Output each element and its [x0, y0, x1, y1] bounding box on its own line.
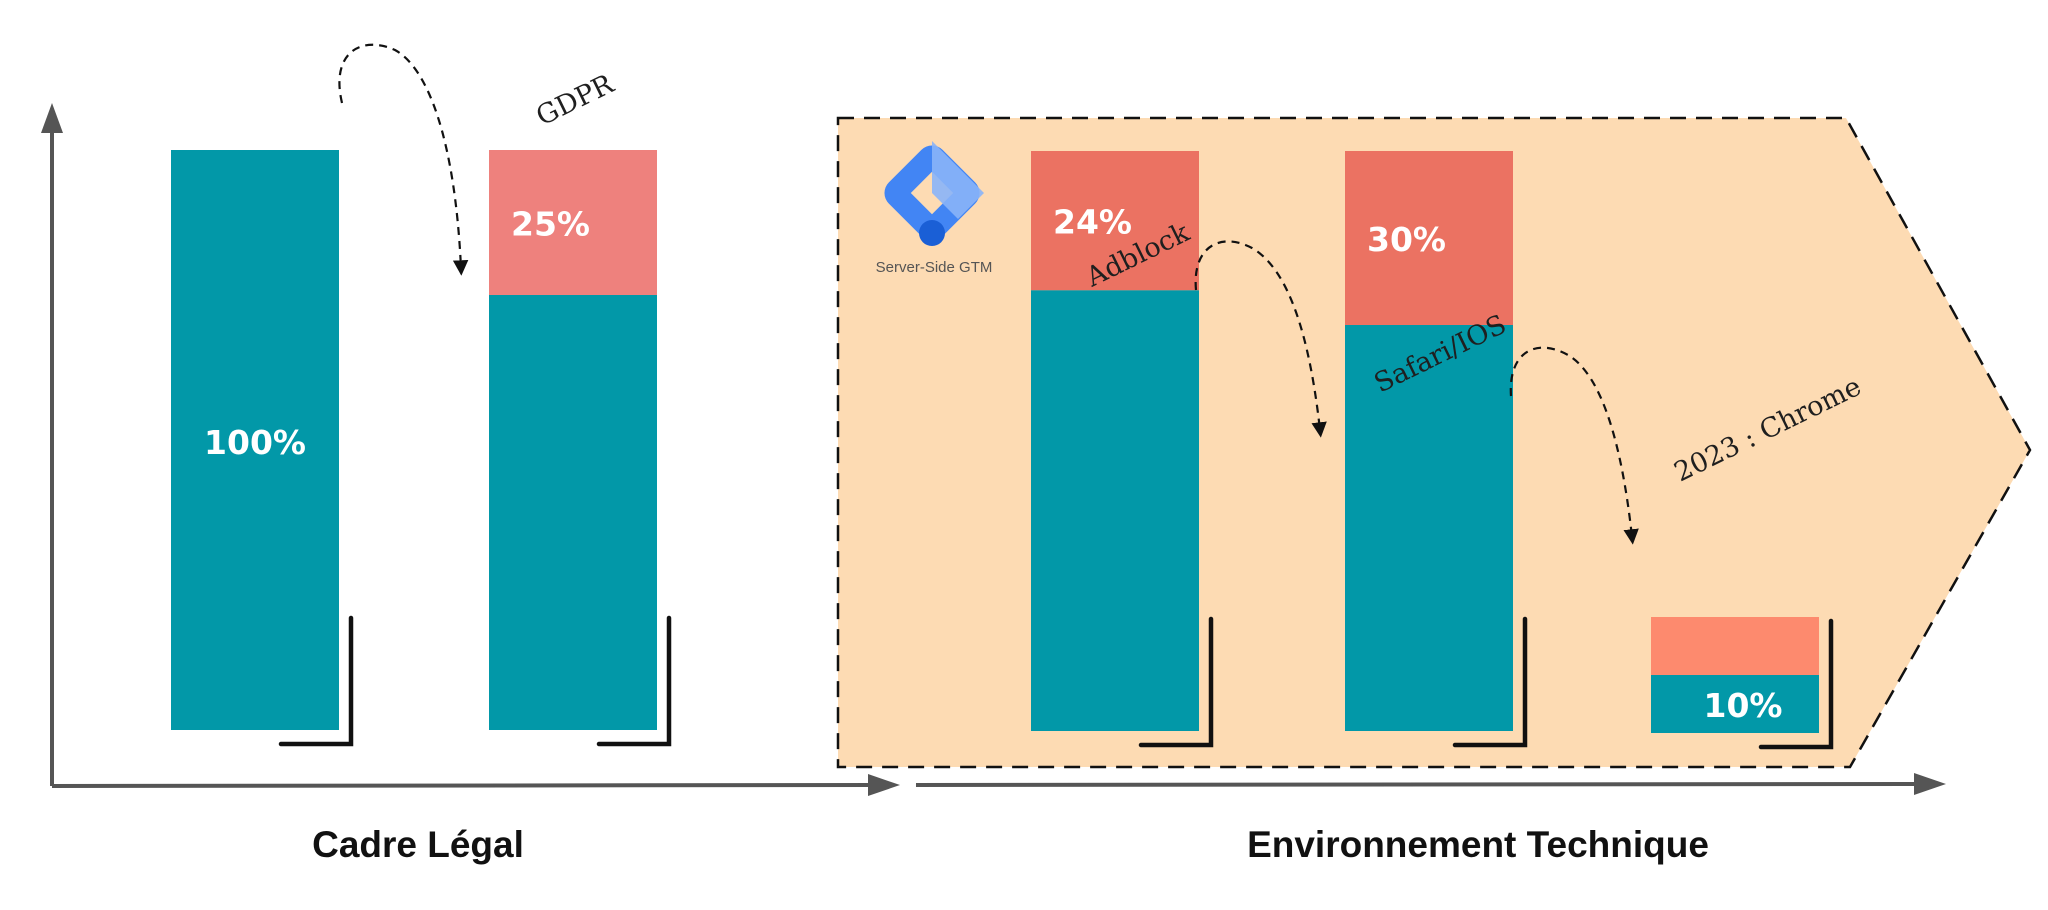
- bar-value-label: 30%: [1367, 220, 1446, 259]
- section-title-legal: Cadre Légal: [312, 824, 524, 865]
- bar-baseline: 100%: [171, 150, 354, 747]
- bar-segment-loss: [1345, 151, 1513, 325]
- bar-segment-remaining: [171, 150, 339, 730]
- section-title-technical: Environnement Technique: [1247, 824, 1709, 865]
- bar-corner-bracket: [278, 615, 354, 747]
- bar-value-label: 10%: [1704, 686, 1783, 725]
- bar-segment-remaining: [489, 295, 657, 730]
- bar-value-label: 100%: [204, 423, 306, 462]
- bar-segment-remaining: [1651, 675, 1819, 733]
- gtm-logo: Server-Side GTM: [876, 141, 993, 276]
- bar-corner-bracket: [1758, 618, 1834, 750]
- gtm-caption: Server-Side GTM: [876, 259, 993, 276]
- bar-corner-bracket: [1452, 616, 1528, 748]
- x-axis-technical: [915, 782, 1919, 787]
- transition-arrow-adblock: [1194, 240, 1327, 438]
- bar-adblock: 24%: [1031, 151, 1214, 748]
- x-axis-technical-arrowhead: [1914, 773, 1946, 795]
- x-axis-legal: [51, 783, 873, 788]
- bar-safari: 30%: [1345, 151, 1528, 748]
- bar-segment-remaining: [1031, 290, 1199, 731]
- y-axis-arrowhead: [41, 103, 63, 133]
- x-axis-legal-arrowhead: [868, 774, 900, 796]
- transition-arrow-safari: [1509, 346, 1639, 545]
- bars-layer: 100% 25% 24% 30% 10%: [171, 150, 1834, 750]
- bar-corner-bracket: [1138, 616, 1214, 748]
- bar-segment-loss: [1651, 617, 1819, 675]
- transition-arrow-gdpr: [338, 43, 469, 276]
- bar-corner-bracket: [596, 615, 672, 747]
- bar-gdpr: 25%: [489, 150, 672, 747]
- annotation-gdpr: GDPR: [531, 68, 619, 132]
- bar-value-label: 25%: [511, 205, 590, 244]
- bar-chrome: 10%: [1651, 617, 1834, 750]
- bar-segment-remaining: [1345, 325, 1513, 731]
- google-tag-manager-icon: [884, 141, 984, 246]
- bar-value-label: 24%: [1053, 203, 1132, 242]
- bar-segment-loss: [489, 150, 657, 295]
- bar-segment-loss: [1031, 151, 1199, 291]
